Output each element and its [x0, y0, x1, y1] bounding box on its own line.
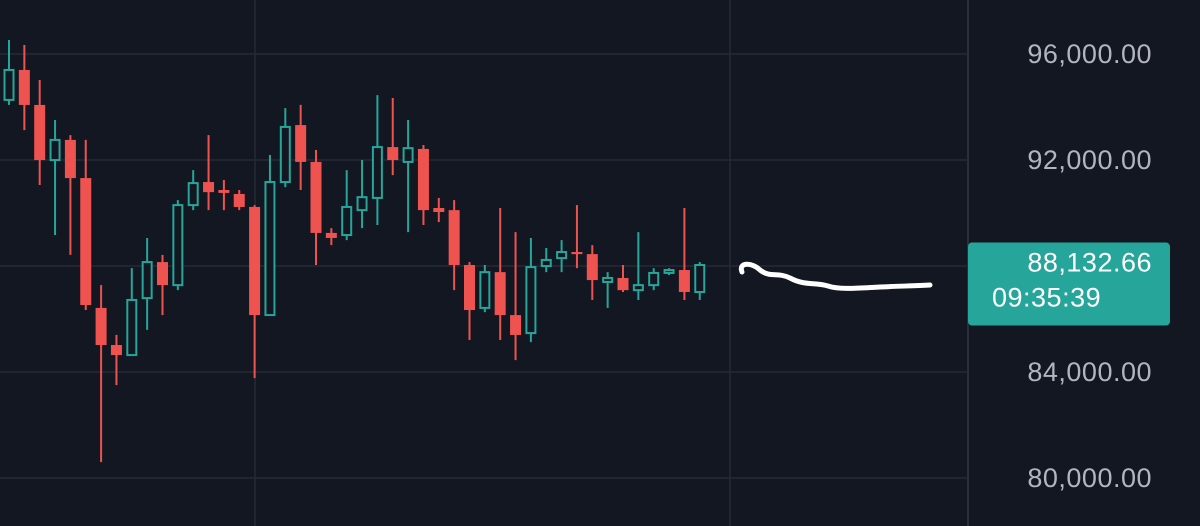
candle-body — [678, 270, 690, 293]
candle-body — [233, 193, 245, 207]
candle-body — [617, 277, 629, 291]
candle-body — [586, 254, 598, 281]
candle-body — [525, 266, 537, 335]
candle-body — [694, 263, 706, 294]
candle-body — [110, 345, 122, 356]
price-label: 88,132.66 — [1027, 248, 1152, 278]
candle-body — [325, 232, 337, 238]
candle-body — [172, 204, 184, 287]
candle-body — [126, 298, 138, 357]
candle-body — [95, 307, 107, 346]
candle-body — [80, 178, 92, 306]
candle-body — [663, 269, 675, 274]
candle-body — [187, 182, 199, 207]
candle-body — [264, 181, 276, 317]
candle-body — [356, 196, 368, 212]
y-tick-label: 80,000.00 — [1027, 463, 1152, 493]
y-tick-label: 96,000.00 — [1027, 39, 1152, 69]
candle-body — [141, 261, 153, 300]
candle-body — [249, 206, 261, 316]
candle-body — [556, 251, 568, 260]
candle-body — [18, 69, 30, 105]
candle-body — [387, 147, 399, 161]
hand-drawn-line — [738, 261, 933, 291]
candle-body — [433, 208, 445, 212]
candle-body — [218, 189, 230, 193]
price-label-box — [968, 242, 1170, 326]
candle-body — [371, 146, 383, 199]
candle-body — [648, 271, 660, 287]
y-tick-label: 92,000.00 — [1027, 145, 1152, 175]
candle-body — [510, 315, 522, 335]
candle-body — [464, 264, 475, 311]
countdown-label: 09:35:39 — [992, 283, 1101, 313]
candle-body — [402, 147, 414, 163]
candle-body — [64, 139, 76, 179]
candle-body — [479, 271, 491, 309]
candle-body — [602, 276, 614, 283]
candle-body — [157, 262, 168, 286]
candle-body — [203, 182, 215, 193]
candle-body — [417, 148, 429, 211]
candle-body — [279, 125, 291, 184]
candle-body — [571, 252, 583, 255]
candle-body — [3, 68, 15, 101]
candle-body — [34, 104, 46, 161]
candle-body — [295, 125, 307, 162]
candle-body — [632, 284, 644, 292]
candle-body — [49, 138, 61, 162]
candle-body — [341, 205, 353, 237]
candle-body — [310, 161, 322, 233]
y-tick-label: 84,000.00 — [1027, 357, 1152, 387]
candle-body — [540, 258, 552, 268]
candle-body — [448, 210, 460, 265]
candle-body — [494, 272, 506, 316]
